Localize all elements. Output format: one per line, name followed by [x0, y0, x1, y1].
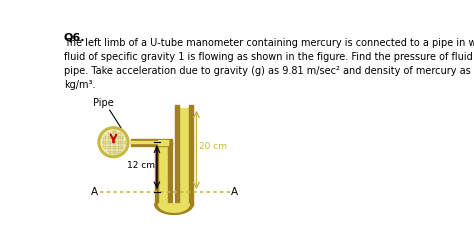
Polygon shape	[155, 204, 193, 214]
Text: 20 cm: 20 cm	[199, 142, 227, 151]
Circle shape	[101, 130, 126, 155]
Text: 12 cm: 12 cm	[127, 161, 155, 170]
Polygon shape	[158, 204, 190, 212]
Circle shape	[98, 127, 129, 158]
Text: A: A	[231, 187, 238, 197]
Text: Pipe: Pipe	[93, 98, 114, 108]
Text: The left limb of a U-tube manometer containing mercury is connected to a pipe in: The left limb of a U-tube manometer cont…	[64, 38, 474, 90]
Text: Q6.: Q6.	[64, 33, 85, 43]
Text: A: A	[91, 187, 98, 197]
